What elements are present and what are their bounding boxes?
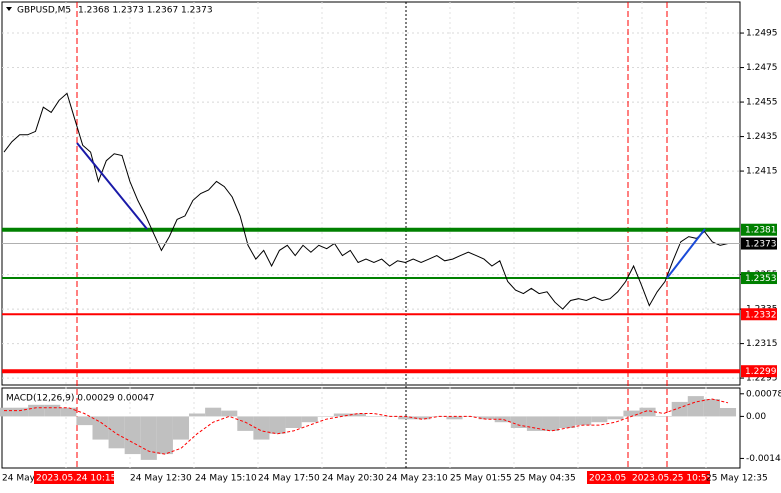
macd-bar <box>285 416 302 428</box>
macd-bar <box>221 410 238 417</box>
macd-bar <box>189 413 206 417</box>
macd-bar <box>172 416 190 440</box>
y-tick-label: 1.2495 <box>746 29 778 39</box>
y-tick-label: 1.2415 <box>746 167 778 177</box>
macd-bar <box>526 416 543 431</box>
macd-bar <box>414 416 431 420</box>
y-tick-label: 1.2295 <box>746 374 778 384</box>
menu-triangle <box>6 7 12 11</box>
x-tick-label: 24 May <box>2 474 36 484</box>
x-tick-label: 24 May 23:10 <box>386 474 448 484</box>
y-tick-label: 1.2455 <box>746 98 778 108</box>
macd-bar <box>124 416 141 455</box>
x-tick-label: 24 May 15:10 <box>195 474 257 484</box>
macd-bar <box>671 401 688 417</box>
price-line <box>3 92 729 310</box>
ohlc: 1.2368 1.2373 1.2367 1.2373 <box>78 6 213 16</box>
y-tick-label: -0.00145 <box>746 454 781 464</box>
level-label-box <box>741 365 777 378</box>
macd-bar <box>12 407 29 417</box>
macd-bar <box>253 416 270 440</box>
x-tick-label: 24 May 20:30 <box>322 474 384 484</box>
y-tick-label: 1.2475 <box>746 63 778 73</box>
x-tick-label: 24 May 17:50 <box>258 474 320 484</box>
level-label: 1.2299 <box>745 367 777 377</box>
macd-bar <box>140 416 157 460</box>
macd-bar <box>446 416 463 420</box>
trend-line <box>76 142 148 230</box>
level-label: 1.2353 <box>745 274 777 284</box>
macd-bar <box>205 407 222 417</box>
macd-bar <box>349 413 366 417</box>
macd-bar <box>92 416 109 440</box>
y-tick-label: 1.2435 <box>746 132 778 142</box>
macd-bar <box>398 416 415 420</box>
macd-bar <box>76 416 93 426</box>
macd-bar <box>719 408 737 417</box>
x-marker-box <box>587 471 631 484</box>
macd-bar <box>494 416 511 423</box>
last-price-box <box>741 237 777 250</box>
macd-bar <box>108 416 125 449</box>
level-label: 1.2381 <box>745 226 777 236</box>
macd-bar <box>301 416 318 423</box>
main-panel <box>1 1 741 386</box>
level-label-box <box>741 308 777 321</box>
macd-bar <box>28 404 45 417</box>
macd-bar <box>575 416 592 426</box>
x-marker-label: 2023.05 <box>589 474 626 484</box>
macd-bar <box>156 416 173 455</box>
macd-bar <box>703 399 720 417</box>
x-marker-label: 2023.05.24 10:15 <box>36 474 116 484</box>
macd-bar <box>0 407 13 417</box>
macd-bar <box>430 416 447 417</box>
macd-bar <box>44 404 61 417</box>
macd-bar <box>269 416 286 434</box>
trend-line <box>666 228 706 279</box>
x-tick-label: 24 May 12:30 <box>130 474 192 484</box>
level-label: 1.2332 <box>745 310 777 320</box>
macd-bar <box>687 396 704 417</box>
macd-bar <box>542 416 560 431</box>
macd-bar <box>478 416 495 420</box>
level-label-box <box>741 223 777 236</box>
signal-line <box>4 398 729 455</box>
macd-bar <box>333 413 350 417</box>
x-marker-label: 2023.05.25 10:55 <box>632 474 712 484</box>
macd-bar <box>591 416 608 423</box>
macd-bar <box>510 416 527 428</box>
x-marker-box <box>34 471 114 484</box>
x-tick-label: 25 May 04:35 <box>514 474 576 484</box>
macd-bar <box>237 416 254 431</box>
x-tick-label: 25 May 12:35 <box>706 474 768 484</box>
last-price-label: 1.2373 <box>745 240 777 250</box>
macd-bar <box>655 416 672 417</box>
y-tick-label: 0.00078 <box>746 389 781 399</box>
y-tick-label: 0.00 <box>746 412 766 422</box>
macd-bar <box>559 416 576 428</box>
level-label-box <box>741 272 777 285</box>
macd-title: MACD(12,26,9) 0.00029 0.00047 <box>6 394 155 404</box>
macd-bar <box>366 416 383 417</box>
macd-bar <box>623 410 640 417</box>
macd-bar <box>60 407 77 417</box>
x-marker-box <box>630 471 710 484</box>
macd-bar <box>639 407 656 417</box>
x-tick-label: 25 May 01:55 <box>450 474 512 484</box>
macd-bar <box>317 416 334 417</box>
y-tick-label: 1.2315 <box>746 339 778 349</box>
symbol: GBPUSD,M5 <box>17 6 71 16</box>
macd-bar <box>607 416 624 420</box>
